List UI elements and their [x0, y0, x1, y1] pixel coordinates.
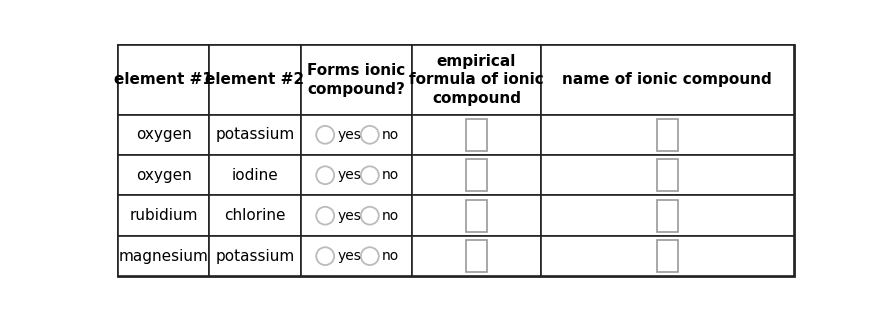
- Bar: [540, 45, 794, 115]
- Text: Forms ionic
compound?: Forms ionic compound?: [307, 63, 406, 97]
- Text: potassium: potassium: [215, 249, 295, 264]
- Bar: [412, 196, 540, 236]
- Text: yes: yes: [337, 168, 361, 182]
- Bar: [657, 119, 677, 151]
- Bar: [657, 240, 677, 272]
- Bar: [118, 115, 209, 155]
- Bar: [657, 200, 677, 232]
- Bar: [118, 236, 209, 276]
- Ellipse shape: [360, 126, 379, 144]
- Ellipse shape: [360, 247, 379, 265]
- Text: no: no: [382, 209, 400, 223]
- Text: magnesium: magnesium: [119, 249, 209, 264]
- Bar: [301, 115, 412, 155]
- Text: no: no: [382, 168, 400, 182]
- Bar: [540, 196, 794, 236]
- Bar: [209, 115, 301, 155]
- Bar: [301, 45, 412, 115]
- Bar: [540, 155, 794, 196]
- Bar: [118, 155, 209, 196]
- Bar: [301, 236, 412, 276]
- Text: rubidium: rubidium: [130, 208, 198, 223]
- Text: no: no: [382, 249, 400, 263]
- Ellipse shape: [360, 166, 379, 184]
- Ellipse shape: [360, 207, 379, 225]
- Bar: [118, 196, 209, 236]
- Text: element #2: element #2: [206, 72, 304, 88]
- Ellipse shape: [316, 166, 334, 184]
- Text: potassium: potassium: [215, 127, 295, 142]
- Text: name of ionic compound: name of ionic compound: [562, 72, 773, 88]
- Text: yes: yes: [337, 249, 361, 263]
- Bar: [466, 119, 487, 151]
- Bar: [301, 155, 412, 196]
- Bar: [209, 45, 301, 115]
- Bar: [301, 196, 412, 236]
- Text: oxygen: oxygen: [136, 168, 191, 183]
- Bar: [466, 200, 487, 232]
- Text: chlorine: chlorine: [224, 208, 286, 223]
- Bar: [209, 196, 301, 236]
- Bar: [209, 155, 301, 196]
- Ellipse shape: [316, 207, 334, 225]
- Bar: [412, 155, 540, 196]
- Text: element #1: element #1: [114, 72, 214, 88]
- Text: no: no: [382, 128, 400, 142]
- Bar: [412, 45, 540, 115]
- Text: yes: yes: [337, 209, 361, 223]
- Bar: [466, 160, 487, 191]
- Bar: [209, 236, 301, 276]
- Text: iodine: iodine: [231, 168, 279, 183]
- Bar: [540, 115, 794, 155]
- Bar: [466, 240, 487, 272]
- Bar: [412, 115, 540, 155]
- Bar: [118, 45, 209, 115]
- Bar: [540, 236, 794, 276]
- Bar: [657, 160, 677, 191]
- Text: yes: yes: [337, 128, 361, 142]
- Ellipse shape: [316, 126, 334, 144]
- Text: empirical
formula of ionic
compound: empirical formula of ionic compound: [409, 54, 544, 106]
- Text: oxygen: oxygen: [136, 127, 191, 142]
- Ellipse shape: [316, 247, 334, 265]
- Bar: [412, 236, 540, 276]
